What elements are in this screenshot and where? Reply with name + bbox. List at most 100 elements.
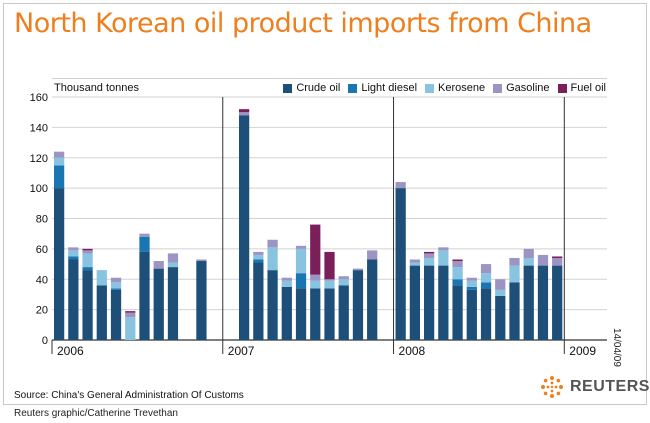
y-axis-unit-label: Thousand tonnes: [54, 82, 140, 94]
bar-gasoline-2006-11: [196, 259, 207, 262]
bar-kerosene-2008-06: [466, 280, 477, 287]
bar-gasoline-2007-03: [253, 251, 264, 255]
bar-gasoline-2008-12: [552, 257, 563, 266]
bar-crude-2006-07: [139, 251, 150, 340]
y-tick-label-160: 160: [30, 92, 48, 104]
bar-kerosene-2007-03: [253, 254, 264, 260]
bar-crude-2008-06: [466, 289, 477, 340]
bar-gasoline-2006-06: [125, 312, 136, 318]
bar-kerosene-2007-04: [267, 247, 278, 271]
bar-fuel-2007-02: [238, 109, 250, 113]
bar-fuel-2008-05: [452, 259, 463, 262]
legend: Crude oil Light diesel Kerosene Gasoline…: [283, 82, 606, 94]
bar-kerosene-2007-07: [310, 280, 321, 289]
bar-crude-2006-03: [82, 270, 93, 340]
bar-gasoline-2008-11: [537, 254, 549, 266]
y-tick-label-140: 140: [30, 122, 48, 134]
bar-diesel-2006-01: [53, 165, 65, 189]
bar-crude-2007-07: [310, 288, 321, 340]
legend-item-fuel: Fuel oil: [557, 82, 606, 94]
bar-crude-2007-08: [324, 288, 335, 340]
legend-label-gasoline: Gasoline: [506, 82, 550, 94]
bar-gasoline-2007-02: [238, 112, 250, 116]
bar-crude-2007-04: [267, 270, 278, 340]
bar-diesel-2008-07: [480, 282, 492, 289]
bar-crude-2007-02: [238, 115, 250, 340]
bar-diesel-2008-05: [452, 279, 463, 286]
bar-kerosene-2008-09: [509, 265, 520, 283]
legend-swatch-diesel: [348, 83, 358, 93]
legend-swatch-kerosene: [425, 83, 435, 93]
bar-crude-2008-10: [523, 265, 534, 340]
bar-kerosene-2008-02: [409, 262, 421, 266]
bar-crude-2008-07: [480, 288, 492, 340]
bar-fuel-2006-03: [82, 248, 93, 251]
bar-diesel-2006-02: [68, 256, 79, 260]
y-tick-label-0: 0: [42, 335, 48, 347]
bar-gasoline-2008-02: [409, 259, 421, 263]
bar-kerosene-2007-06: [295, 248, 307, 274]
bar-kerosene-2006-04: [96, 270, 107, 286]
bar-gasoline-2008-04: [438, 247, 449, 251]
bar-gasoline-2008-10: [523, 248, 534, 258]
y-tick-label-40: 40: [36, 274, 48, 286]
x-year-label-2008: 2008: [399, 344, 426, 358]
reuters-dots-logo-icon: [541, 376, 563, 398]
bar-kerosene-2008-08: [495, 289, 506, 296]
y-tick-label-120: 120: [30, 153, 48, 165]
bar-fuel-2007-07: [310, 224, 321, 275]
legend-label-diesel: Light diesel: [361, 82, 418, 94]
graphic-credit: Reuters graphic/Catherine Trevethan: [14, 408, 178, 419]
bar-kerosene-2008-07: [480, 273, 492, 283]
reuters-brand: REUTERS: [540, 375, 650, 399]
bar-crude-2006-02: [68, 259, 79, 340]
bar-crude-2008-01: [395, 188, 406, 340]
legend-swatch-gasoline: [493, 83, 503, 93]
bar-gasoline-2008-08: [495, 279, 506, 290]
legend-item-crude: Crude oil: [283, 82, 340, 94]
bar-gasoline-2006-09: [167, 253, 179, 263]
x-year-label-2006: 2006: [57, 344, 84, 358]
bar-crude-2008-04: [438, 265, 449, 340]
bar-crude-2006-11: [196, 261, 207, 340]
bar-gasoline-2007-11: [367, 250, 378, 260]
bar-diesel-2006-07: [139, 236, 150, 252]
y-tick-label-80: 80: [36, 214, 48, 226]
bar-gasoline-2008-05: [452, 261, 463, 268]
bar-crude-2008-02: [409, 265, 421, 340]
bar-diesel-2008-06: [466, 286, 477, 290]
bar-gasoline-2007-06: [295, 245, 307, 249]
bar-fuel-2008-03: [423, 251, 435, 254]
x-year-label-2007: 2007: [228, 344, 255, 358]
bar-gasoline-2007-08: [324, 279, 335, 281]
legend-swatch-crude: [283, 83, 293, 93]
bar-gasoline-2007-05: [281, 277, 292, 281]
bar-crude-2006-01: [53, 188, 65, 340]
bar-gasoline-2008-09: [509, 257, 520, 266]
bar-gasoline-2006-05: [110, 277, 122, 283]
bar-crude-2008-03: [423, 265, 435, 340]
bar-gasoline-2006-03: [82, 250, 93, 254]
bar-crude-2006-04: [96, 285, 107, 340]
bar-gasoline-2008-03: [423, 253, 435, 258]
bar-crude-2007-11: [367, 259, 378, 340]
bar-diesel-2006-03: [82, 267, 93, 271]
bar-gasoline-2007-09: [338, 276, 349, 280]
bar-gasoline-2008-01: [395, 182, 406, 189]
x-year-label-2009: 2009: [569, 344, 596, 358]
bar-gasoline-2006-01: [53, 151, 65, 158]
bar-fuel-2007-08: [324, 251, 335, 280]
legend-item-gasoline: Gasoline: [493, 82, 550, 94]
bar-kerosene-2006-03: [82, 253, 93, 268]
bar-crude-2007-10: [352, 270, 364, 340]
bar-diesel-2007-03: [253, 259, 264, 263]
bar-crude-2007-05: [281, 286, 292, 340]
bar-kerosene-2006-06: [125, 317, 136, 340]
brand-name: REUTERS: [570, 378, 650, 395]
bar-kerosene-2007-09: [338, 279, 349, 286]
bar-gasoline-2007-04: [267, 239, 278, 248]
legend-item-diesel: Light diesel: [348, 82, 417, 94]
bar-diesel-2006-05: [110, 288, 122, 290]
y-tick-label-100: 100: [30, 183, 48, 195]
